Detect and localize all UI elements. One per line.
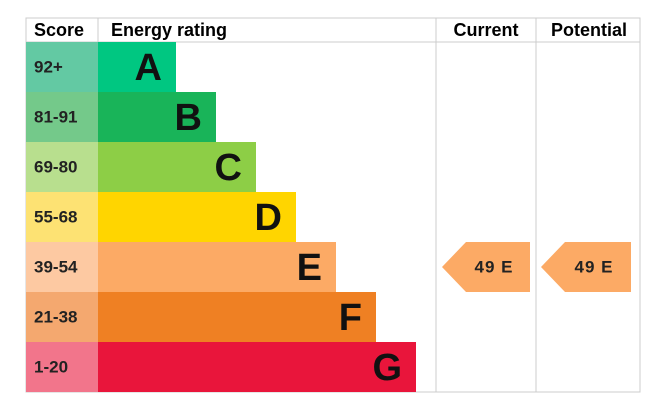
- band-bar: [98, 292, 376, 342]
- score-cell: [26, 42, 98, 92]
- score-cell: [26, 342, 98, 392]
- current-label: 49 E: [475, 257, 514, 276]
- header-score: Score: [34, 20, 84, 40]
- band-bar: [98, 142, 256, 192]
- band-letter: B: [175, 97, 202, 139]
- header-current: Current: [453, 20, 518, 40]
- score-cell: [26, 142, 98, 192]
- header-rating: Energy rating: [111, 20, 227, 40]
- score-label: 39-54: [34, 257, 78, 276]
- potential-arrow: [541, 242, 631, 292]
- score-label: 21-38: [34, 307, 77, 326]
- band-letter: E: [297, 247, 322, 289]
- score-label: 69-80: [34, 157, 77, 176]
- band-letter: F: [339, 297, 362, 339]
- band-bar: [98, 242, 336, 292]
- band-letter: A: [135, 47, 162, 89]
- score-cell: [26, 292, 98, 342]
- score-label: 81-91: [34, 107, 77, 126]
- band-letter: G: [372, 347, 402, 389]
- score-cell: [26, 242, 98, 292]
- score-cell: [26, 92, 98, 142]
- band-bar: [98, 342, 416, 392]
- band-letter: C: [215, 147, 242, 189]
- header-potential: Potential: [551, 20, 627, 40]
- current-arrow: [442, 242, 530, 292]
- potential-label: 49 E: [575, 257, 614, 276]
- band-bar: [98, 42, 176, 92]
- score-cell: [26, 192, 98, 242]
- band-bar: [98, 192, 296, 242]
- score-label: 1-20: [34, 357, 68, 376]
- band-letter: D: [255, 197, 282, 239]
- band-bar: [98, 92, 216, 142]
- score-label: 55-68: [34, 207, 77, 226]
- score-label: 92+: [34, 57, 63, 76]
